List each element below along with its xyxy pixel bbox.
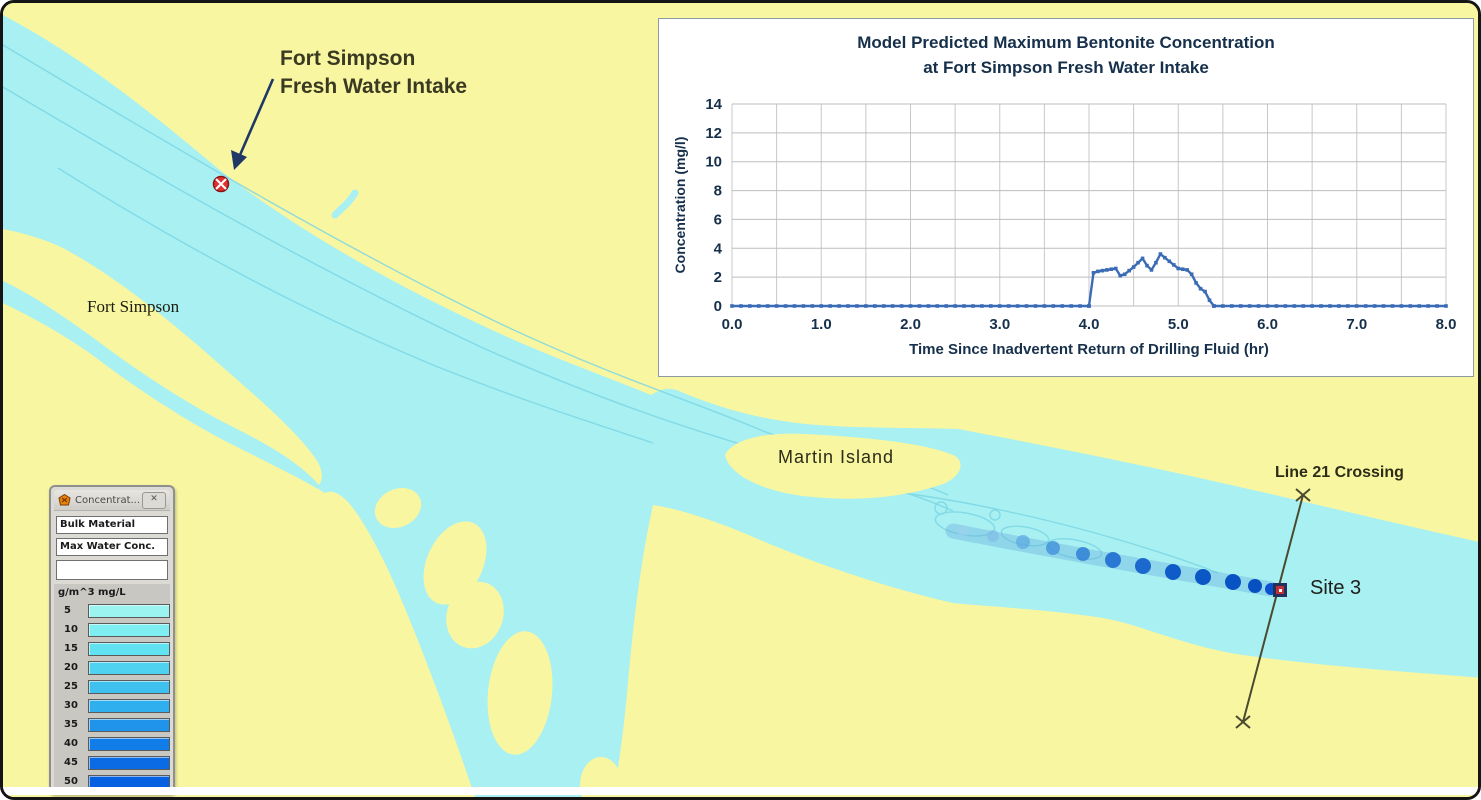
svg-text:12: 12 (705, 125, 722, 142)
legend-scale-value: 5 (64, 605, 71, 616)
svg-text:4.0: 4.0 (1079, 316, 1100, 333)
svg-text:8: 8 (714, 183, 722, 200)
town-label: Fort Simpson (87, 297, 180, 316)
svg-text:7.0: 7.0 (1346, 316, 1367, 333)
legend-scale-row: 40 (54, 736, 170, 755)
legend-units-label: g/m^3 mg/L (58, 587, 126, 598)
legend-color-swatch (88, 756, 170, 770)
legend-color-swatch (88, 680, 170, 694)
svg-text:8.0: 8.0 (1436, 316, 1457, 333)
intake-label-line1: Fort Simpson (280, 47, 416, 70)
site3-label: Site 3 (1310, 577, 1362, 599)
svg-text:2.0: 2.0 (900, 316, 921, 333)
legend-color-swatch (88, 623, 170, 637)
legend-scale-value: 20 (64, 662, 78, 673)
legend-field-material[interactable]: Bulk Material (56, 516, 168, 534)
legend-scale-panel: g/m^3 mg/L 5 10 15 20 25 30 35 40 45 50 (54, 584, 170, 790)
legend-field-item[interactable]: Max Water Conc. (56, 538, 168, 556)
chart-plot: 0 2 4 6 8 10 12 14 0.0 1.0 2.0 3.0 4.0 5.0 6.0 7.0 8.0 Ti… (672, 96, 1457, 358)
legend-scale-row: 10 (54, 622, 170, 641)
legend-scale-value: 50 (64, 776, 78, 787)
legend-app-icon (58, 493, 71, 505)
intake-marker (212, 175, 230, 193)
martin-island (725, 433, 961, 499)
legend-scale-value: 25 (64, 681, 78, 692)
legend-scale-row: 30 (54, 698, 170, 717)
legend-title: Concentrat... (75, 494, 141, 506)
legend-scale-value: 45 (64, 757, 78, 768)
legend-window: Concentrat... ✕ Bulk Material Max Water … (49, 485, 175, 795)
legend-scale-row: 35 (54, 717, 170, 736)
legend-scale-rows: 5 10 15 20 25 30 35 40 45 50 (54, 603, 170, 793)
legend-scale-value: 40 (64, 738, 78, 749)
plume (945, 523, 1279, 597)
creek (331, 189, 359, 219)
svg-text:Time Since Inadvertent Return: Time Since Inadvertent Return of Drillin… (909, 341, 1269, 358)
svg-text:0: 0 (714, 298, 722, 315)
svg-text:6: 6 (714, 211, 722, 228)
svg-text:3.0: 3.0 (989, 316, 1010, 333)
legend-scale-value: 15 (64, 643, 78, 654)
legend-scale-row: 15 (54, 641, 170, 660)
svg-text:2: 2 (714, 269, 722, 286)
chart-title-line2: at Fort Simpson Fresh Water Intake (923, 58, 1209, 77)
intake-arrow (231, 78, 275, 170)
legend-scale-row: 5 (54, 603, 170, 622)
legend-color-swatch (88, 661, 170, 675)
chart-title: Model Predicted Maximum Bentonite Concen… (659, 30, 1473, 80)
svg-text:5.0: 5.0 (1168, 316, 1189, 333)
bottom-margin-strip (3, 787, 1478, 795)
legend-scale-row: 45 (54, 755, 170, 774)
close-icon[interactable]: ✕ (142, 491, 166, 509)
intake-label-line2: Fresh Water Intake (280, 75, 468, 98)
chart-title-line1: Model Predicted Maximum Bentonite Concen… (857, 33, 1275, 52)
legend-color-swatch (88, 604, 170, 618)
legend-color-swatch (88, 718, 170, 732)
legend-color-swatch (88, 642, 170, 656)
legend-color-swatch (88, 699, 170, 713)
martin-island-label: Martin Island (778, 447, 895, 467)
svg-text:6.0: 6.0 (1257, 316, 1278, 333)
line21-crossing-line (1235, 488, 1311, 729)
legend-titlebar[interactable]: Concentrat... ✕ (54, 490, 170, 511)
svg-text:4: 4 (714, 240, 723, 257)
legend-scale-value: 30 (64, 700, 78, 711)
svg-text:0.0: 0.0 (722, 316, 743, 333)
intake-label: Fort Simpson Fresh Water Intake (280, 45, 467, 101)
svg-text:Concentration (mg/l): Concentration (mg/l) (672, 137, 688, 274)
river-water (3, 15, 1478, 797)
legend-field-empty[interactable] (56, 560, 168, 580)
site3-marker (1273, 583, 1287, 597)
legend-scale-value: 35 (64, 719, 78, 730)
line21-crossing-label: Line 21 Crossing (1275, 464, 1404, 481)
chart-inset: Model Predicted Maximum Bentonite Concen… (658, 18, 1474, 377)
svg-text:1.0: 1.0 (811, 316, 832, 333)
svg-text:10: 10 (705, 154, 722, 171)
legend-scale-row: 25 (54, 679, 170, 698)
legend-scale-row: 20 (54, 660, 170, 679)
legend-color-swatch (88, 737, 170, 751)
svg-text:14: 14 (705, 96, 722, 113)
legend-scale-value: 10 (64, 624, 78, 635)
